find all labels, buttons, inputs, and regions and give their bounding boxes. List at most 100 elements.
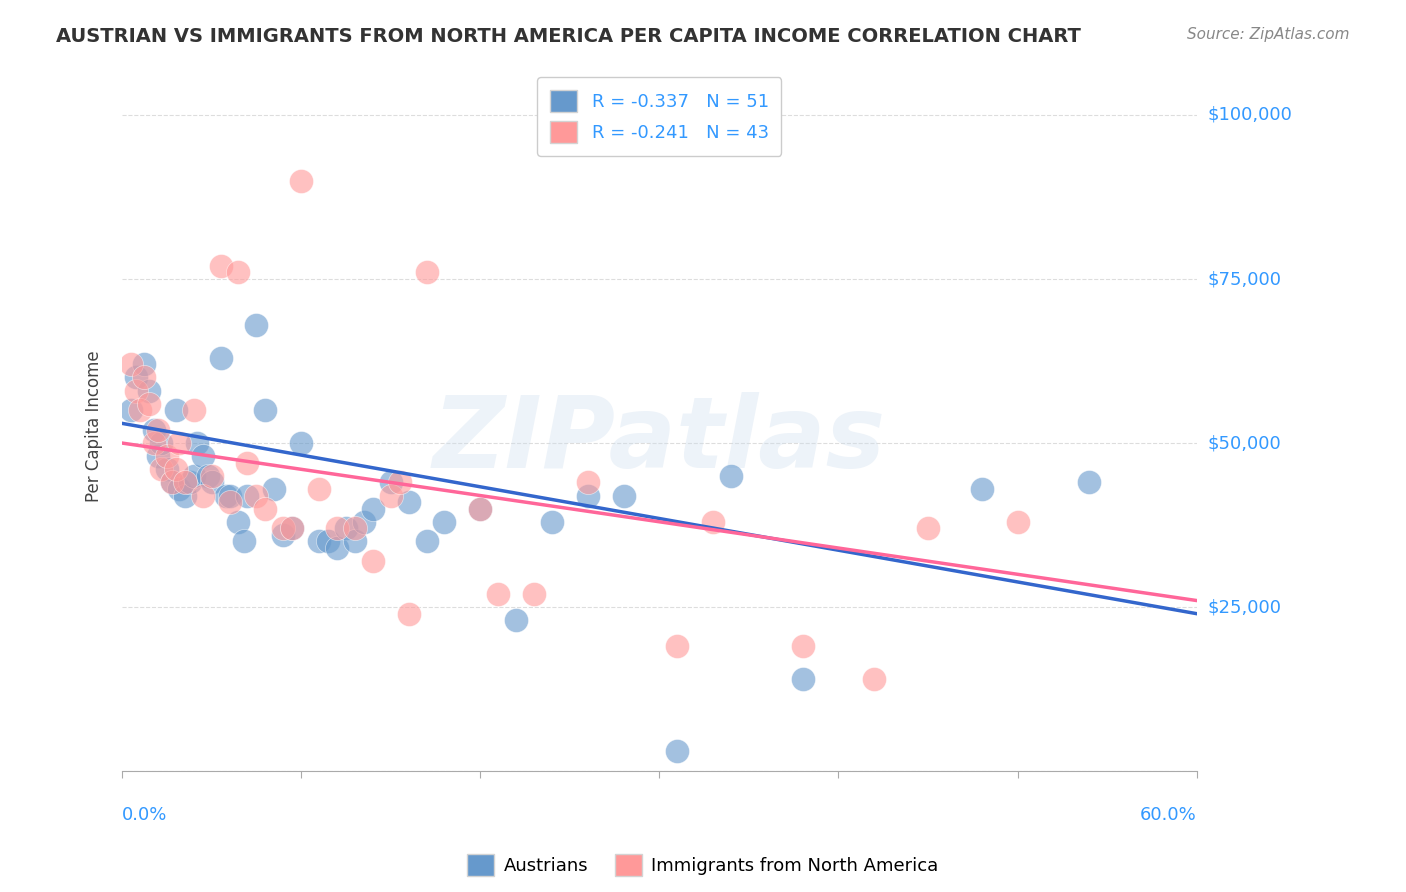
Point [169, 482, 191, 496]
Point [505, 613, 527, 627]
Point [290, 173, 312, 187]
Point [146, 423, 169, 437]
Point [186, 436, 208, 450]
Point [129, 403, 152, 417]
Point [398, 607, 420, 621]
Point [191, 449, 214, 463]
Text: Source: ZipAtlas.com: Source: ZipAtlas.com [1187, 27, 1350, 42]
Point [361, 554, 384, 568]
Point [191, 489, 214, 503]
Point [150, 436, 173, 450]
Point [160, 475, 183, 490]
Point [125, 370, 148, 384]
Point [197, 468, 219, 483]
Point [1007, 515, 1029, 529]
Point [398, 495, 420, 509]
Point [173, 489, 195, 503]
Point [150, 462, 173, 476]
Point [120, 403, 142, 417]
Text: 0.0%: 0.0% [122, 805, 167, 823]
Point [165, 462, 187, 476]
Text: $100,000: $100,000 [1208, 106, 1292, 124]
Point [183, 403, 205, 417]
Point [232, 534, 254, 549]
Point [702, 515, 724, 529]
Point [290, 436, 312, 450]
Y-axis label: Per Capita Income: Per Capita Income [86, 351, 103, 502]
Point [343, 521, 366, 535]
Point [970, 482, 993, 496]
Point [165, 403, 187, 417]
Point [343, 534, 366, 549]
Point [218, 495, 240, 509]
Point [146, 449, 169, 463]
Point [254, 501, 277, 516]
Point [1078, 475, 1101, 490]
Point [415, 265, 437, 279]
Point [173, 475, 195, 490]
Point [236, 489, 259, 503]
Point [308, 482, 330, 496]
Point [486, 587, 509, 601]
Point [138, 384, 160, 398]
Point [326, 521, 349, 535]
Point [433, 515, 456, 529]
Text: $75,000: $75,000 [1208, 270, 1282, 288]
Point [380, 489, 402, 503]
Point [143, 436, 166, 450]
Point [200, 475, 222, 490]
Point [666, 640, 689, 654]
Point [361, 501, 384, 516]
Point [281, 521, 304, 535]
Text: ZIPatlas: ZIPatlas [433, 392, 886, 489]
Point [245, 489, 267, 503]
Point [169, 436, 191, 450]
Point [200, 468, 222, 483]
Point [271, 528, 294, 542]
Point [132, 370, 155, 384]
Point [245, 318, 267, 332]
Point [612, 489, 634, 503]
Point [470, 501, 492, 516]
Point [380, 475, 402, 490]
Legend: R = -0.337   N = 51, R = -0.241   N = 43: R = -0.337 N = 51, R = -0.241 N = 43 [537, 78, 782, 156]
Point [236, 456, 259, 470]
Point [138, 397, 160, 411]
Point [281, 521, 304, 535]
Point [666, 744, 689, 758]
Point [308, 534, 330, 549]
Point [209, 259, 232, 273]
Point [160, 475, 183, 490]
Point [415, 534, 437, 549]
Point [263, 482, 285, 496]
Point [120, 357, 142, 371]
Point [388, 475, 411, 490]
Point [156, 449, 179, 463]
Point [792, 640, 814, 654]
Point [326, 541, 349, 555]
Point [228, 515, 250, 529]
Point [209, 351, 232, 365]
Point [183, 468, 205, 483]
Text: 60.0%: 60.0% [1140, 805, 1197, 823]
Point [132, 357, 155, 371]
Text: $50,000: $50,000 [1208, 434, 1281, 452]
Point [863, 673, 886, 687]
Point [271, 521, 294, 535]
Point [156, 462, 179, 476]
Point [470, 501, 492, 516]
Point [125, 384, 148, 398]
Point [353, 515, 375, 529]
Legend: Austrians, Immigrants from North America: Austrians, Immigrants from North America [460, 847, 946, 883]
Point [541, 515, 564, 529]
Point [335, 521, 357, 535]
Point [917, 521, 939, 535]
Point [576, 475, 599, 490]
Point [143, 423, 166, 437]
Point [523, 587, 546, 601]
Point [316, 534, 339, 549]
Point [218, 489, 240, 503]
Point [792, 673, 814, 687]
Text: $25,000: $25,000 [1208, 599, 1282, 616]
Text: AUSTRIAN VS IMMIGRANTS FROM NORTH AMERICA PER CAPITA INCOME CORRELATION CHART: AUSTRIAN VS IMMIGRANTS FROM NORTH AMERIC… [56, 27, 1081, 45]
